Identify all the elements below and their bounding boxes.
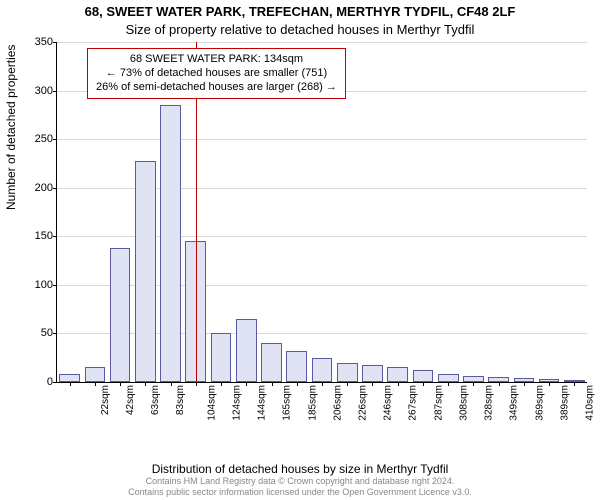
histogram-bar xyxy=(110,248,131,382)
histogram-bar xyxy=(337,363,358,382)
histogram-bar xyxy=(564,380,585,382)
histogram-bar xyxy=(85,367,106,382)
x-tick-label: 389sqm xyxy=(559,385,570,421)
x-tick-mark xyxy=(347,382,348,386)
super-title: 68, SWEET WATER PARK, TREFECHAN, MERTHYR… xyxy=(0,4,600,19)
histogram-bar xyxy=(160,105,181,382)
annotation-line: ← 73% of detached houses are smaller (75… xyxy=(96,67,337,81)
x-tick-mark xyxy=(499,382,500,386)
x-tick-mark xyxy=(246,382,247,386)
x-tick-label: 206sqm xyxy=(332,385,343,421)
histogram-bar xyxy=(362,365,383,382)
footer-line: Contains HM Land Registry data © Crown c… xyxy=(0,476,600,487)
x-tick-label: 63sqm xyxy=(150,385,161,415)
x-tick-mark xyxy=(372,382,373,386)
x-tick-mark xyxy=(524,382,525,386)
plot-area: 05010015020025030035022sqm42sqm63sqm83sq… xyxy=(56,42,587,383)
x-tick-label: 328sqm xyxy=(484,385,495,421)
x-tick-mark xyxy=(171,382,172,386)
x-tick-label: 308sqm xyxy=(459,385,470,421)
x-axis-label: Distribution of detached houses by size … xyxy=(0,462,600,476)
x-tick-mark xyxy=(120,382,121,386)
annotation-box: 68 SWEET WATER PARK: 134sqm← 73% of deta… xyxy=(87,48,346,99)
x-tick-label: 165sqm xyxy=(282,385,293,421)
histogram-bar xyxy=(387,367,408,382)
histogram-bar xyxy=(438,374,459,382)
x-tick-mark xyxy=(70,382,71,386)
histogram-bar xyxy=(211,333,232,382)
x-tick-label: 369sqm xyxy=(534,385,545,421)
x-tick-mark xyxy=(398,382,399,386)
histogram-bar xyxy=(261,343,282,382)
annotation-line: 68 SWEET WATER PARK: 134sqm xyxy=(96,53,337,67)
y-tick-label: 250 xyxy=(25,133,57,145)
x-tick-mark xyxy=(574,382,575,386)
x-tick-mark xyxy=(95,382,96,386)
x-tick-mark xyxy=(423,382,424,386)
x-tick-mark xyxy=(297,382,298,386)
footer-attribution: Contains HM Land Registry data © Crown c… xyxy=(0,476,600,498)
x-tick-label: 410sqm xyxy=(585,385,596,421)
y-tick-label: 50 xyxy=(25,327,57,339)
y-tick-label: 100 xyxy=(25,279,57,291)
y-tick-label: 300 xyxy=(25,85,57,97)
x-tick-label: 267sqm xyxy=(408,385,419,421)
chart-container: 68, SWEET WATER PARK, TREFECHAN, MERTHYR… xyxy=(0,0,600,500)
y-axis-label: Number of detached properties xyxy=(4,45,18,210)
y-tick-label: 150 xyxy=(25,230,57,242)
footer-line: Contains public sector information licen… xyxy=(0,487,600,498)
x-tick-label: 349sqm xyxy=(509,385,520,421)
x-tick-label: 83sqm xyxy=(175,385,186,415)
y-tick-label: 0 xyxy=(25,376,57,388)
x-tick-mark xyxy=(549,382,550,386)
histogram-bar xyxy=(539,379,560,382)
histogram-bar xyxy=(488,377,509,382)
histogram-bar xyxy=(59,374,80,382)
x-tick-label: 226sqm xyxy=(358,385,369,421)
x-tick-mark xyxy=(448,382,449,386)
x-tick-label: 144sqm xyxy=(257,385,268,421)
x-tick-mark xyxy=(272,382,273,386)
x-tick-mark xyxy=(322,382,323,386)
x-tick-mark xyxy=(196,382,197,386)
y-tick-label: 350 xyxy=(25,36,57,48)
x-tick-label: 124sqm xyxy=(231,385,242,421)
annotation-line: 26% of semi-detached houses are larger (… xyxy=(96,81,337,95)
histogram-bar xyxy=(312,358,333,382)
x-tick-label: 22sqm xyxy=(100,385,111,415)
histogram-bar xyxy=(463,376,484,382)
histogram-bar xyxy=(413,370,434,382)
x-tick-label: 104sqm xyxy=(206,385,217,421)
histogram-bar xyxy=(286,351,307,382)
x-tick-mark xyxy=(221,382,222,386)
y-tick-label: 200 xyxy=(25,182,57,194)
chart-title: Size of property relative to detached ho… xyxy=(0,22,600,37)
x-tick-label: 185sqm xyxy=(307,385,318,421)
x-tick-mark xyxy=(473,382,474,386)
x-tick-mark xyxy=(145,382,146,386)
x-tick-label: 287sqm xyxy=(433,385,444,421)
histogram-bar xyxy=(236,319,257,382)
x-tick-label: 246sqm xyxy=(383,385,394,421)
histogram-bar xyxy=(135,161,156,382)
histogram-bar xyxy=(514,378,535,382)
x-tick-label: 42sqm xyxy=(125,385,136,415)
